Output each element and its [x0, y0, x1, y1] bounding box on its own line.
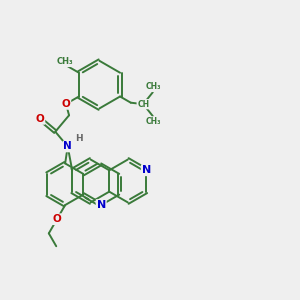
Text: CH: CH — [137, 100, 149, 109]
Text: O: O — [52, 214, 62, 224]
Text: N: N — [63, 142, 72, 152]
Text: H: H — [75, 134, 83, 143]
Text: O: O — [61, 99, 70, 109]
Text: CH₃: CH₃ — [146, 117, 161, 126]
Text: CH₃: CH₃ — [56, 57, 73, 66]
Text: N: N — [142, 165, 151, 175]
Text: N: N — [97, 200, 106, 210]
Text: CH₃: CH₃ — [146, 82, 161, 91]
Text: O: O — [36, 114, 44, 124]
